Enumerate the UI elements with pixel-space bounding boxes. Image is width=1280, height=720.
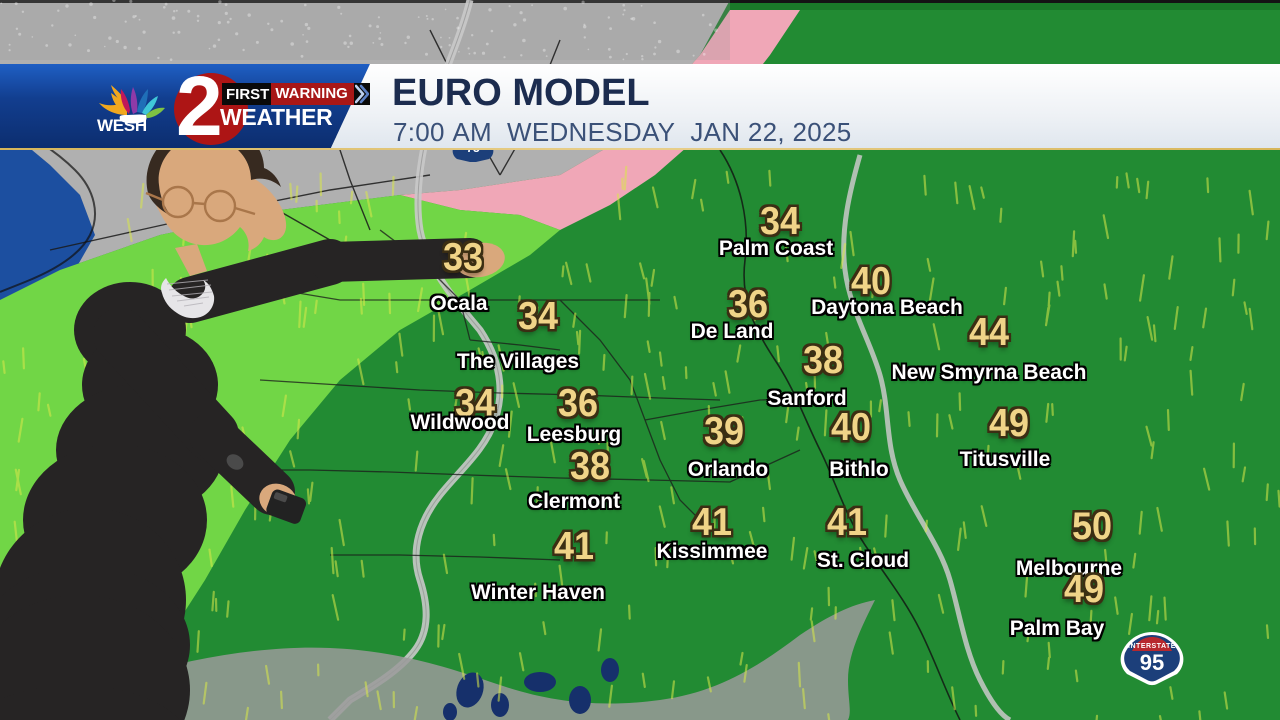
svg-text:INTERSTATE: INTERSTATE [1128,643,1176,650]
svg-text:WESH: WESH [97,116,147,133]
svg-text:2: 2 [176,68,223,148]
svg-text:95: 95 [1140,650,1164,675]
